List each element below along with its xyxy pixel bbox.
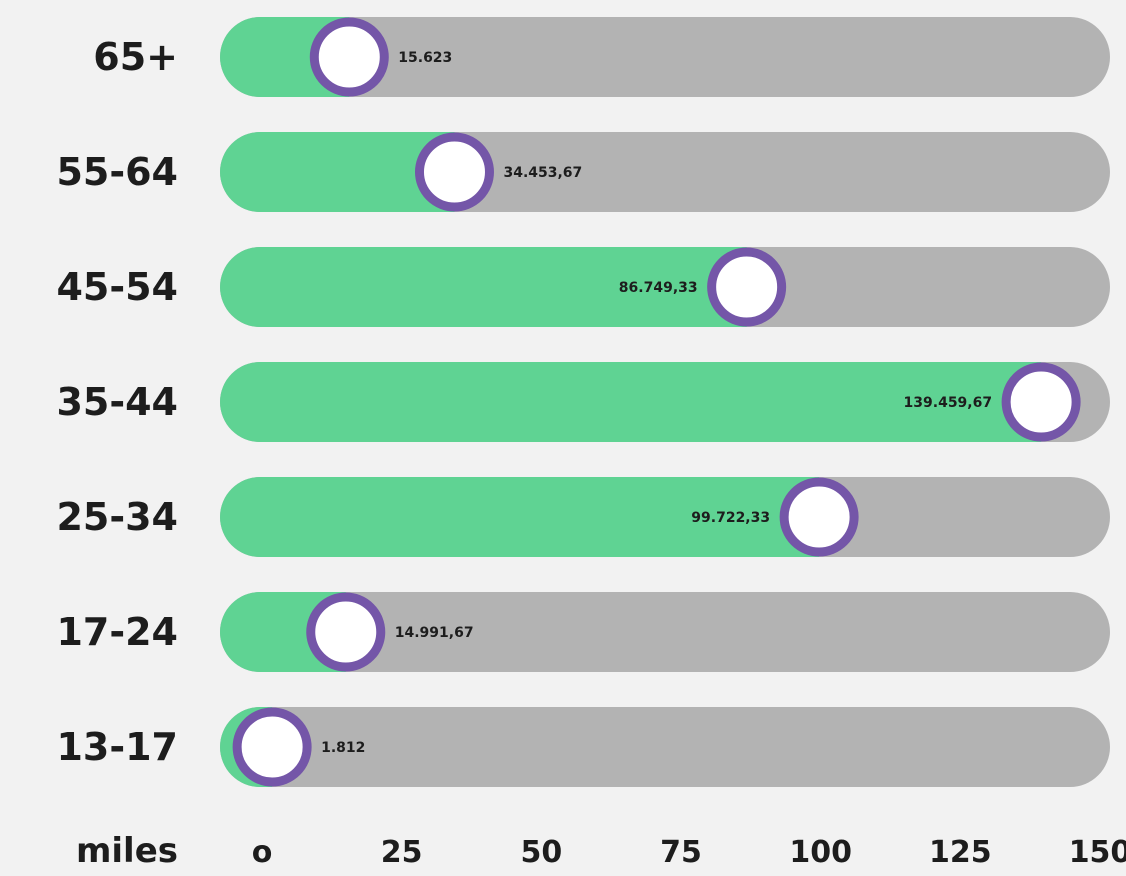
x-axis-label: miles	[76, 831, 178, 871]
bar-fill	[220, 362, 1042, 442]
bar-row: 25-34 99.722,33	[56, 477, 1110, 557]
value-marker	[707, 247, 787, 327]
bar-row: 17-24 14.991,67	[56, 592, 1110, 672]
category-label: 35-44	[56, 380, 178, 424]
data-label: 139.459,67	[904, 395, 993, 411]
value-marker	[1001, 362, 1081, 442]
value-marker	[232, 707, 312, 787]
bar-row: 55-64 34.453,67	[56, 132, 1110, 212]
x-tick-label: 125	[929, 835, 992, 870]
x-tick-label: o	[252, 835, 273, 870]
bar-row: 13-17 1.812	[56, 707, 1110, 787]
data-label: 15.623	[398, 50, 452, 66]
category-label: 65+	[93, 35, 178, 79]
value-marker	[414, 132, 494, 212]
data-label: 99.722,33	[691, 510, 770, 526]
bars-group: 65+ 15.623 55-64 34.453,67 45-54 86.749,33 35-…	[56, 17, 1110, 787]
bar-fill	[220, 477, 820, 557]
bar-row: 65+ 15.623	[93, 17, 1110, 97]
x-tick-label: 150	[1069, 835, 1126, 870]
data-label: 86.749,33	[619, 280, 698, 296]
x-tick-label: 25	[381, 835, 423, 870]
value-marker	[779, 477, 859, 557]
bar-row: 45-54 86.749,33	[56, 247, 1110, 327]
x-axis: miles o 25 50 75 100 125 150	[76, 831, 1126, 871]
category-label: 55-64	[56, 150, 178, 194]
value-marker	[306, 592, 386, 672]
category-label: 17-24	[56, 610, 178, 654]
bar-track	[220, 707, 1110, 787]
category-label: 13-17	[56, 725, 178, 769]
data-label: 1.812	[321, 740, 365, 756]
data-label: 34.453,67	[503, 165, 582, 181]
category-label: 25-34	[56, 495, 178, 539]
category-label: 45-54	[56, 265, 178, 309]
bar-track	[220, 592, 1110, 672]
data-label: 14.991,67	[395, 625, 474, 641]
value-marker	[309, 17, 389, 97]
x-tick-label: 100	[789, 835, 852, 870]
x-tick-label: 50	[520, 835, 562, 870]
bar-fill	[220, 247, 747, 327]
x-tick-label: 75	[660, 835, 702, 870]
bar-row: 35-44 139.459,67	[56, 362, 1110, 442]
bar-track	[220, 17, 1110, 97]
